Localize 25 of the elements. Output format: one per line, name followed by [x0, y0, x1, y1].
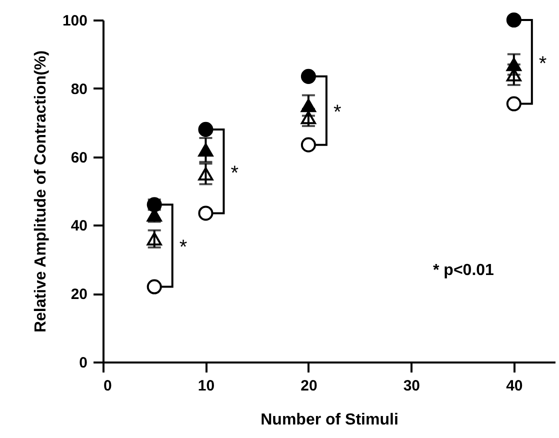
point	[506, 12, 522, 28]
y-tick-label: 60	[70, 149, 88, 166]
x-tick-label: 0	[104, 378, 112, 394]
y-tick-label: 40	[70, 218, 88, 235]
point	[300, 137, 316, 152]
point	[146, 279, 162, 294]
y-tick-label: 20	[70, 286, 88, 304]
x-tick-label: 30	[403, 378, 420, 394]
x-axis-title: Number of Stimuli	[260, 412, 398, 428]
x-tick-label: 10	[198, 378, 215, 394]
annotation: *	[179, 236, 188, 259]
y-tick-label: 0	[79, 354, 88, 372]
x-tick-label: 40	[506, 378, 523, 394]
annotation: * p<0.01	[433, 262, 494, 279]
annotation: *	[230, 162, 239, 184]
point	[198, 206, 214, 221]
y-tick-label: 80	[70, 80, 88, 98]
y-axis-title: Relative Amplitude of Contraction(%)	[32, 50, 50, 333]
x-tick-label: 20	[300, 378, 318, 394]
y-tick-label: 100	[62, 12, 88, 30]
point	[300, 68, 316, 84]
point	[198, 122, 214, 137]
annotation: *	[333, 102, 342, 124]
annotation: *	[538, 52, 547, 75]
point	[506, 96, 522, 112]
